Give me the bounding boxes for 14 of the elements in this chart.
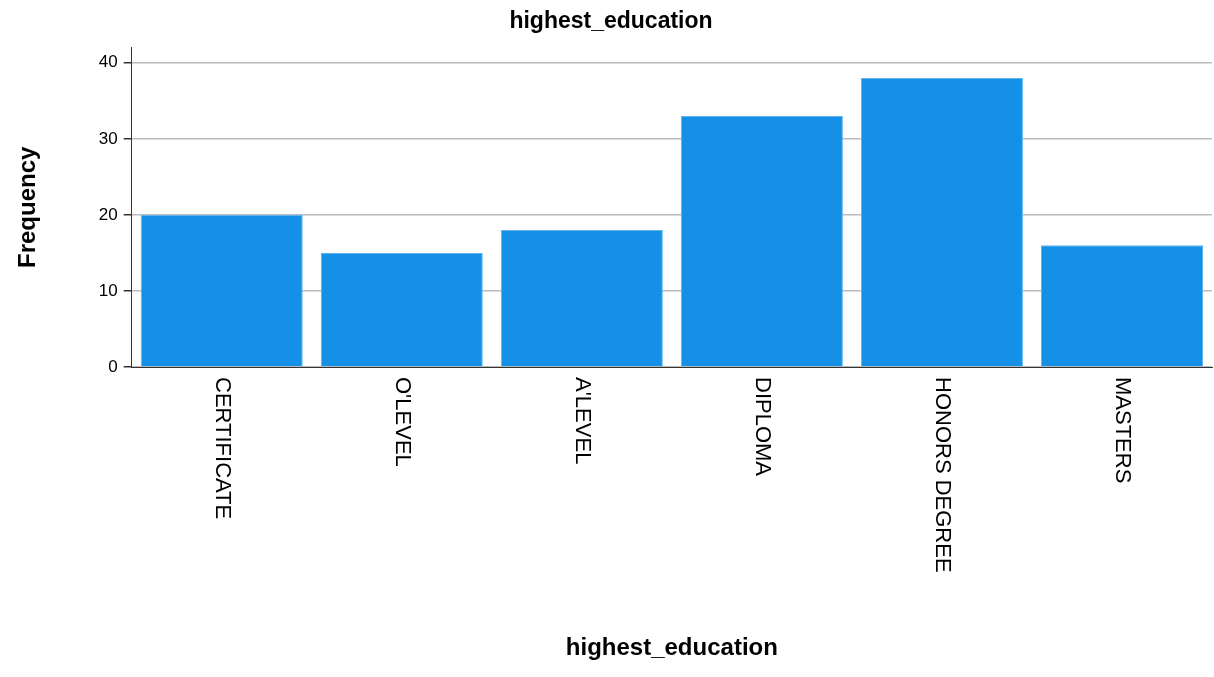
x-tick-label: O'LEVEL bbox=[390, 377, 416, 467]
x-tick-label: HONORS DEGREE bbox=[930, 377, 956, 573]
x-axis-title: highest_education bbox=[565, 633, 778, 661]
y-tick-label: 0 bbox=[108, 356, 118, 376]
x-tick-label: CERTIFICATE bbox=[210, 377, 236, 520]
y-tick-label: 10 bbox=[98, 280, 118, 300]
y-tick-label: 30 bbox=[98, 128, 118, 148]
x-tick-label: DIPLOMA bbox=[750, 377, 776, 477]
x-tick-label: MASTERS bbox=[1110, 377, 1136, 484]
y-tick-label: 20 bbox=[98, 204, 118, 224]
x-tick-label: A'LEVEL bbox=[570, 377, 596, 465]
y-tick-label: 40 bbox=[98, 52, 118, 72]
y-axis-title: Frequency bbox=[13, 145, 41, 268]
chart-title: highest_education bbox=[509, 7, 713, 34]
